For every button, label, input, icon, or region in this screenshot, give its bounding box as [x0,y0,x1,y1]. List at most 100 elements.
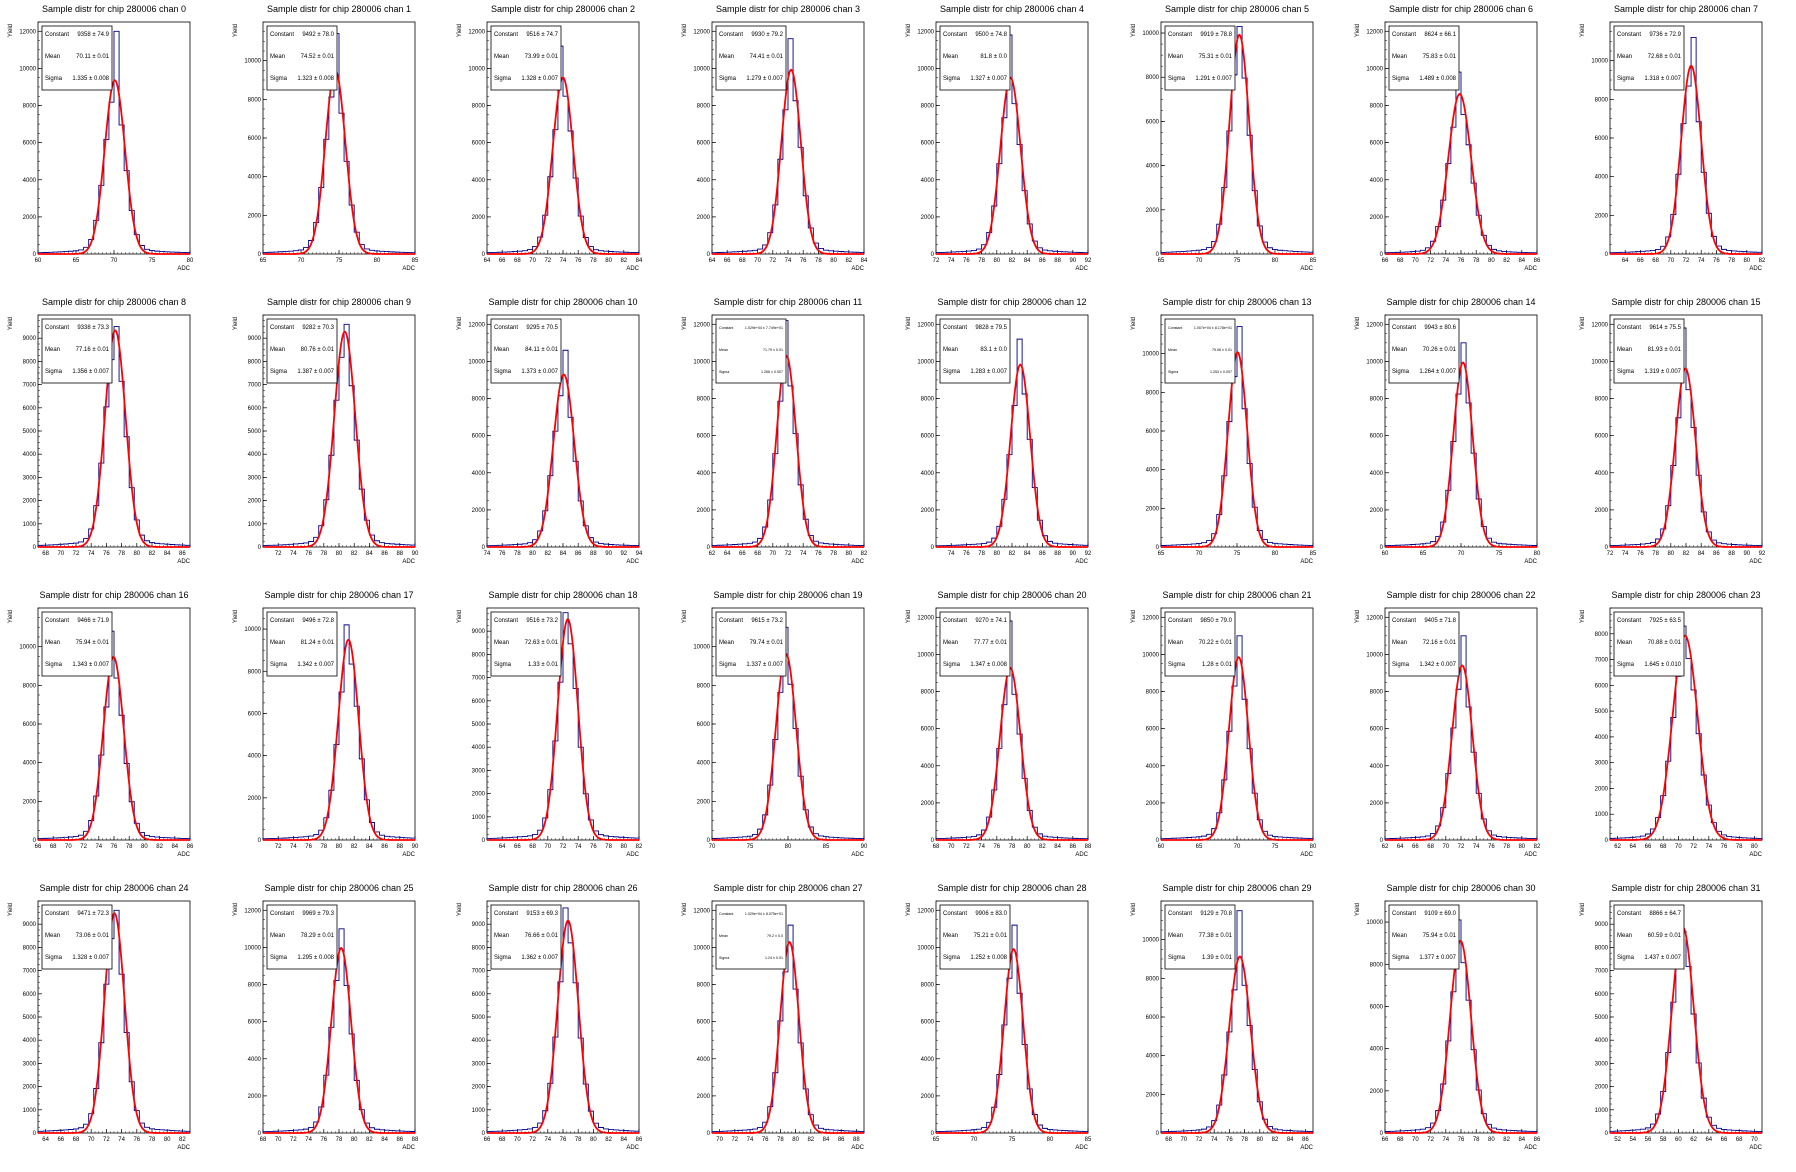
y-tick-label: 2000 [697,1094,711,1100]
y-tick-label: 2000 [1370,1089,1384,1095]
x-tick-label: 86 [396,1137,403,1143]
x-tick-label: 78 [978,258,985,264]
y-tick-label: 2000 [697,215,711,221]
x-tick-label: 78 [590,258,597,264]
y-tick-label: 2000 [1146,1092,1160,1098]
x-axis-label: ADC [1075,559,1088,565]
stat-value: 1.645 ± 0.010 [1644,662,1681,668]
gaussian-fit-curve [263,330,415,548]
y-tick-label: 10000 [468,66,485,72]
stat-name: Sigma [1392,955,1410,961]
stat-name: Constant [1168,32,1192,38]
stat-name: Mean [943,933,958,939]
x-tick-label: 86 [1039,551,1046,557]
x-tick-label: 68 [1397,258,1404,264]
histogram-panel: Sample distr for chip 280006 chan 29 0 200… [1123,879,1347,1172]
y-tick-label: 0 [258,252,262,258]
fit-stats-box [266,904,338,970]
y-tick-label: 2000 [23,215,37,221]
y-tick-label: 12000 [1591,322,1608,328]
y-tick-label: 4000 [23,178,37,184]
x-axis-label: ADC [1300,266,1313,272]
x-axis-label: ADC [1749,1145,1762,1151]
y-tick-label: 10000 [468,359,485,365]
fit-stats-box [1388,904,1460,970]
stat-name: Sigma [270,662,288,668]
x-tick-label: 76 [800,258,807,264]
x-tick-label: 82 [544,551,551,557]
y-tick-label: 2000 [472,215,486,221]
y-tick-label: 8000 [248,983,262,989]
fit-stats-box [41,25,113,91]
x-tick-label: 84 [1024,551,1031,557]
stat-value: 9129 ± 70.8 [1200,911,1232,917]
x-tick-label: 70 [1675,844,1682,850]
x-tick-label: 70 [754,258,761,264]
stat-name: Constant [1392,618,1416,624]
stat-name: Sigma [1168,662,1186,668]
x-axis-label: ADC [1524,266,1537,272]
y-axis-label: Yield [457,317,463,330]
y-tick-label: 0 [707,252,711,258]
chart-title: Sample distr for chip 280006 chan 29 [1162,883,1311,893]
stat-name: Sigma [45,662,63,668]
stat-value: 9471 ± 72.3 [77,911,109,917]
stat-value: 9492 ± 78.0 [302,32,334,38]
x-axis-label: ADC [177,852,190,858]
stat-name: Mean [1392,933,1407,939]
x-tick-label: 90 [412,844,419,850]
stat-value: 73.99 ± 0.01 [525,54,559,60]
stat-value: 76.66 ± 0.01 [525,933,559,939]
y-tick-label: 12000 [917,908,934,914]
y-tick-label: 7000 [472,676,486,682]
x-tick-label: 52 [1614,1137,1621,1143]
y-tick-label: 6000 [1595,434,1609,440]
x-tick-label: 70 [971,1137,978,1143]
y-tick-label: 10000 [1142,938,1159,944]
chart-title: Sample distr for chip 280006 chan 11 [714,297,862,307]
histogram-panel: Sample distr for chip 280006 chan 6 0 2000… [1347,0,1571,293]
y-tick-label: 0 [482,545,486,551]
stat-value: 9614 ± 75.5 [1649,325,1681,331]
stat-value: 7925 ± 63.5 [1649,618,1681,624]
stat-name: Constant [943,618,967,624]
x-tick-label: 65 [1196,844,1203,850]
y-tick-label: 5000 [23,429,37,435]
stat-value: 1.291 ± 0.007 [1195,76,1232,82]
x-tick-label: 84 [381,1137,388,1143]
y-tick-label: 2000 [23,1085,37,1091]
stat-name: Constant [719,912,733,916]
x-tick-label: 75 [747,844,754,850]
x-tick-label: 64 [1629,844,1636,850]
gaussian-fit-curve [712,354,864,548]
x-tick-label: 78 [1728,258,1735,264]
x-tick-label: 82 [1683,551,1690,557]
y-tick-label: 0 [33,838,37,844]
histogram-panel: Sample distr for chip 280006 chan 10 0 200… [449,293,673,586]
y-tick-label: 12000 [468,322,485,328]
x-tick-label: 82 [1039,844,1046,850]
stat-name: Mean [494,54,509,60]
x-tick-label: 84 [1024,258,1031,264]
y-tick-label: 0 [707,838,711,844]
x-tick-label: 75 [1234,551,1241,557]
x-tick-label: 76 [133,1137,140,1143]
y-tick-label: 4000 [921,764,935,770]
x-axis-label: ADC [851,1145,864,1151]
y-tick-label: 0 [482,252,486,258]
x-tick-label: 70 [1412,258,1419,264]
x-tick-label: 80 [141,844,148,850]
x-tick-label: 64 [1397,844,1404,850]
x-axis-label: ADC [1075,1145,1088,1151]
y-tick-label: 8000 [248,97,262,103]
y-axis-label: Yield [906,610,912,623]
x-tick-label: 82 [636,844,643,850]
stat-name: Sigma [943,76,961,82]
x-tick-label: 80 [133,551,140,557]
y-tick-label: 0 [1605,838,1609,844]
x-tick-label: 82 [1272,1137,1279,1143]
y-tick-label: 1000 [472,1108,486,1114]
stat-name: Constant [494,325,518,331]
y-tick-label: 2000 [1595,786,1609,792]
y-tick-label: 10000 [1142,31,1159,37]
